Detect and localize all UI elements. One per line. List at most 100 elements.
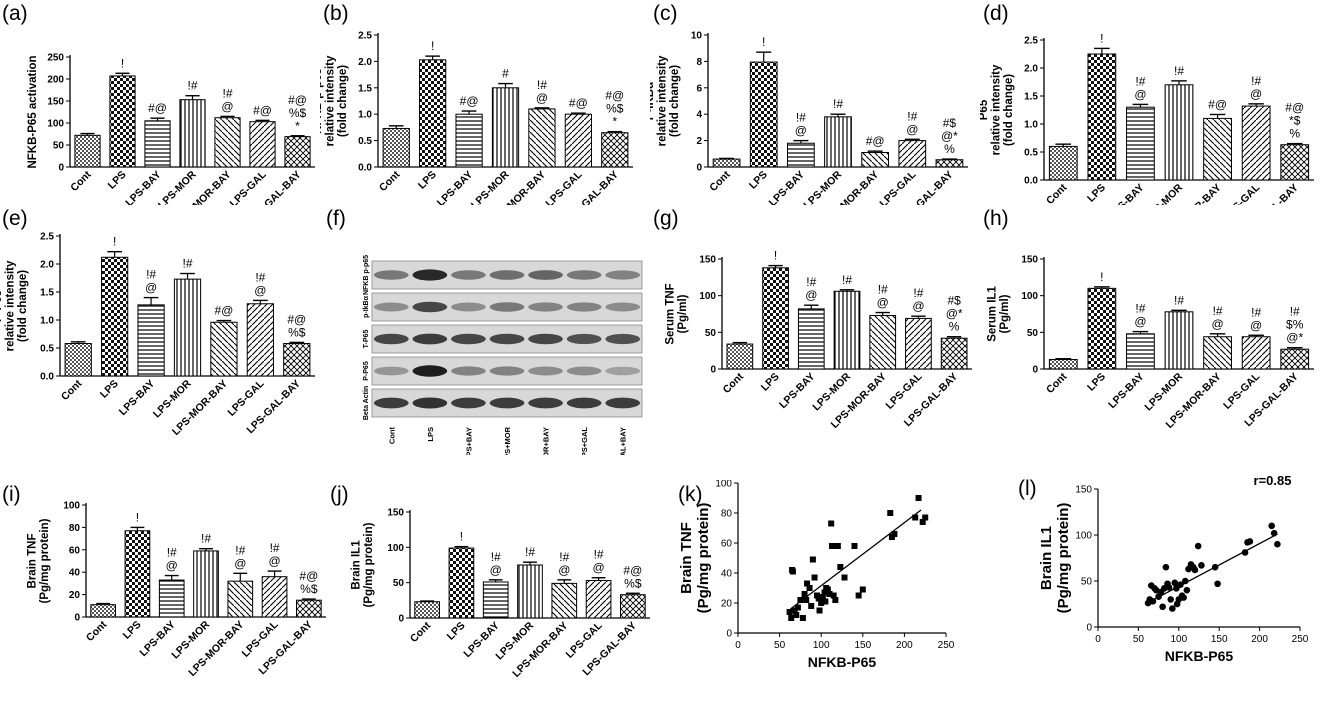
bar-lps-mor-bay — [227, 580, 254, 618]
data-point — [887, 510, 894, 516]
bar-lps-gal — [898, 140, 927, 168]
data-point — [797, 597, 804, 603]
blot-band — [605, 397, 641, 409]
data-point — [826, 591, 833, 597]
bar-lps-bay — [158, 579, 185, 618]
data-point — [1180, 594, 1187, 601]
blot-band — [373, 366, 409, 376]
y-tick-label: 150 — [699, 255, 716, 266]
bar-lps-bay — [144, 120, 171, 168]
blot-band — [451, 270, 486, 280]
data-point — [829, 543, 836, 549]
y-axis-label: NFKB p-p65 — [320, 67, 324, 133]
significance-mark: %$ — [624, 576, 642, 590]
significance-mark: !# — [842, 273, 852, 287]
bar-lps-mor-bay — [214, 117, 241, 168]
y-tick-label: 0.0 — [40, 372, 54, 383]
significance-mark: @* — [941, 129, 958, 143]
y-tick-label: 2.0 — [1024, 64, 1038, 75]
significance-mark: !# — [146, 268, 156, 282]
panel-label-i: (i) — [2, 483, 21, 506]
data-point — [1191, 566, 1199, 574]
bar-lps-gal-bay — [284, 136, 311, 168]
blot-band — [528, 333, 563, 345]
significance-mark: @ — [1134, 87, 1146, 101]
bar-lps-gal — [1241, 105, 1271, 181]
y-tick-label: 0.0 — [1024, 176, 1038, 187]
significance-mark: @ — [166, 559, 178, 573]
significance-mark: ! — [136, 510, 139, 524]
y-axis-label: (fold change) — [1003, 74, 1015, 146]
blot-band — [489, 302, 525, 312]
category-label: Cont — [84, 618, 110, 644]
panel-label-l: (l) — [1018, 477, 1037, 500]
bar-lps-mor — [491, 87, 520, 168]
significance-mark: #@ — [287, 312, 306, 326]
category-label: Cont — [1044, 181, 1070, 205]
category-label: LPS-BAY — [1106, 182, 1146, 205]
data-point — [1246, 538, 1254, 545]
category-label: LPS-BAY — [123, 169, 163, 205]
blot-lane-label: LPS — [426, 427, 435, 442]
data-point — [1198, 562, 1205, 569]
y-tick-label: 150 — [47, 97, 64, 108]
data-point — [801, 591, 808, 597]
chart-l-scatter-brain-il1: 0 50 100 150 0 50 100 150 200 250 Brain IL1 (Pg/mg … — [1038, 475, 1309, 664]
bar-lps-gal-bay — [1280, 348, 1310, 370]
data-point — [1211, 563, 1219, 571]
significance-mark: @ — [795, 124, 807, 138]
data-point — [809, 556, 816, 563]
significance-mark: * — [612, 115, 617, 129]
correlation-label: r=0.85 — [1254, 475, 1292, 488]
significance-mark: ! — [113, 235, 116, 249]
significance-mark: !# — [201, 532, 211, 546]
bar-lps-mor-bay — [551, 582, 578, 619]
data-point — [837, 564, 844, 570]
significance-mark: #@ — [214, 304, 233, 318]
significance-mark: @ — [1211, 317, 1223, 331]
blot-band — [451, 366, 486, 376]
significance-mark: @ — [145, 281, 157, 295]
chart-a-nfkb-p65-activation: 0 50 100 150 200 250 NFKB-P65 activation Cont! L… — [27, 53, 315, 205]
blot-band — [566, 366, 602, 376]
category-label: LPS-GAL — [877, 168, 918, 205]
category-label: LPS-MOR — [1142, 181, 1185, 205]
y-tick-label: 1.0 — [40, 316, 54, 327]
y-axis-label: P65 — [980, 99, 990, 120]
significance-mark: !# — [1251, 74, 1261, 88]
data-point — [915, 495, 922, 501]
bar-lps-mor — [179, 99, 206, 168]
significance-mark: $% — [1286, 318, 1304, 332]
y-tick-label: 8 — [696, 57, 702, 68]
category-label: LPS-MOR — [469, 168, 512, 205]
y-axis-label: P-IKBα — [650, 82, 656, 120]
data-point — [1177, 581, 1184, 588]
y-axis-label: (fold change) — [669, 65, 681, 137]
blot-row-label: Beta Actin — [363, 386, 370, 420]
significance-mark: @ — [805, 288, 817, 302]
blot-row-label: NFKB p-p65 — [363, 255, 370, 295]
bar-lps-gal-bay — [935, 159, 964, 168]
blot-lane-label: Cont — [387, 426, 396, 444]
category-label: LPS-BAY — [435, 169, 475, 205]
blot-band — [528, 270, 563, 280]
data-point — [806, 585, 813, 591]
bar-lps — [749, 61, 778, 168]
y-tick-label: 80 — [69, 523, 81, 534]
data-point — [1268, 522, 1276, 530]
x-tick-label: 0 — [735, 640, 741, 651]
y-tick-label: 0.0 — [358, 163, 372, 174]
y-tick-label: 0 — [710, 365, 716, 376]
significance-mark: !# — [187, 79, 197, 93]
y-tick-label: 2.5 — [1024, 36, 1038, 47]
category-label: Cont — [68, 168, 94, 194]
blot-band — [412, 269, 448, 281]
significance-mark: @ — [536, 91, 548, 105]
panel-label-k: (k) — [678, 483, 703, 506]
blot-band — [373, 333, 409, 345]
significance-mark: #@ — [288, 93, 307, 107]
panel-label-f: (f) — [326, 207, 346, 230]
y-axis-label: (Pg/ml) — [677, 294, 689, 333]
y-tick-label: 2.5 — [358, 31, 372, 42]
